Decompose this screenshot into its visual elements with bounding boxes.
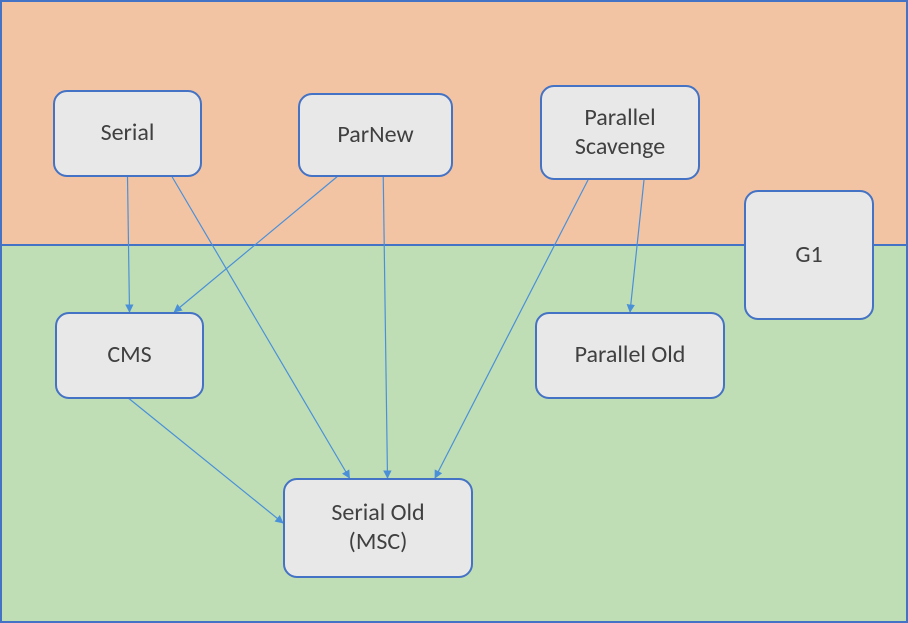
node-cms: CMS: [55, 312, 204, 399]
diagram-canvas: Serial ParNew Parallel Scavenge G1 CMS P…: [0, 0, 908, 623]
node-label: Serial: [101, 119, 155, 148]
node-parnew: ParNew: [298, 93, 453, 177]
node-label: Serial Old (MSC): [331, 499, 424, 557]
node-serial-old: Serial Old (MSC): [283, 478, 473, 578]
node-parallel-old: Parallel Old: [535, 312, 725, 399]
node-label: Parallel Scavenge: [575, 104, 665, 162]
node-label: CMS: [107, 341, 151, 370]
node-serial: Serial: [53, 90, 202, 177]
node-label: Parallel Old: [575, 341, 686, 370]
node-label: ParNew: [337, 121, 413, 150]
node-parallel-scavenge: Parallel Scavenge: [540, 85, 700, 180]
node-label: G1: [795, 241, 822, 270]
node-g1: G1: [744, 190, 874, 320]
